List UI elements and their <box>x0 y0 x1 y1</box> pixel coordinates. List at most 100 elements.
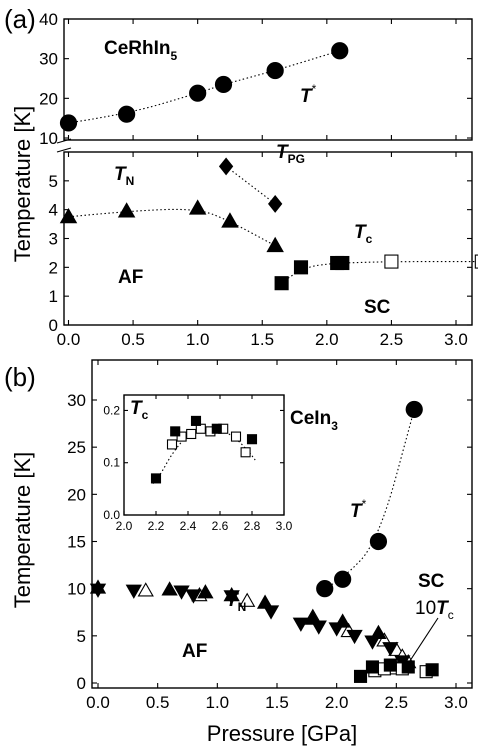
x-tick-label: 2.0 <box>315 330 339 349</box>
y-tick-label: 10 <box>67 580 86 599</box>
y-tick-label: 10 <box>39 129 58 148</box>
x-tick-label: 2.5 <box>385 693 409 712</box>
tn-up-point <box>223 586 240 602</box>
10tc-point <box>365 660 380 674</box>
tn-point <box>266 236 284 253</box>
panel-a: (a) Temperature [K] 0.0 0.5 1.0 1.5 2.0 2.5 3.… <box>4 4 478 349</box>
x-tick-label: 2.0 <box>325 693 349 712</box>
tn-down-point <box>346 629 363 645</box>
panel-b-af-label: AF <box>182 641 207 662</box>
panel-b-y-axis-label: Temperature [K] <box>10 452 35 609</box>
tn-open-point <box>239 592 256 607</box>
tc-open-point <box>474 254 478 269</box>
panel-a-axis-break <box>56 138 72 153</box>
panel-a-ticks: 0.0 0.5 1.0 1.5 2.0 2.5 3.0 0 1 2 3 4 5 10 20 30 40 <box>39 10 472 349</box>
panel-b-label: (b) <box>4 362 36 392</box>
tn-down-point <box>382 642 399 657</box>
tpg-guide-line <box>225 165 276 205</box>
inset-tc-point <box>150 473 162 484</box>
10tc-point <box>353 669 368 683</box>
tn-point <box>59 207 78 224</box>
y-tick-label: 3 <box>49 230 58 249</box>
tn-down-point <box>292 617 310 632</box>
tn-down-point <box>125 584 142 599</box>
inset-tc-point <box>246 434 258 445</box>
tstar-point <box>369 532 388 551</box>
x-tick-label: 1.5 <box>250 330 274 349</box>
panel-a-af-label: AF <box>118 267 143 288</box>
tn-up-point <box>197 584 214 599</box>
panel-a-tpg-label: TPG <box>276 142 305 166</box>
tn-up-point <box>370 624 387 639</box>
tc-point <box>274 276 289 291</box>
panel-a-tn-label: TN <box>114 164 134 188</box>
inset-x-tick-label: 2.2 <box>148 519 165 533</box>
panel-a-tc-label: Tc <box>354 222 373 246</box>
inset-tc-open-point <box>186 428 197 440</box>
tpg-point <box>268 194 283 213</box>
tc-guide-line <box>281 261 478 284</box>
inset-x-tick-label: 2.8 <box>244 519 261 533</box>
tn-guide-line <box>68 208 276 247</box>
inset-ticks: 2.0 2.2 2.4 2.6 2.8 3.0 0.0 0.1 0.2 <box>103 395 293 533</box>
tn-up-point <box>256 594 274 609</box>
x-tick-label: 1.0 <box>186 330 210 349</box>
10tc-point <box>383 658 397 672</box>
y-tick-label: 20 <box>39 89 58 108</box>
inset-tc-point <box>170 426 181 437</box>
tn-point <box>117 202 136 218</box>
panel-b-frame <box>91 359 473 689</box>
tn-point <box>221 212 239 228</box>
tstar-point <box>334 570 352 588</box>
inset-frame <box>123 394 285 516</box>
inset-tc-label: Tc <box>130 398 149 422</box>
x-axis-label: Pressure [GPa] <box>207 721 357 746</box>
y-tick-label: 0 <box>77 674 86 693</box>
panel-a-y-axis-label: Temperature [K] <box>10 106 35 263</box>
tn-down-point <box>173 585 190 600</box>
inset-tc-point <box>211 423 222 434</box>
tn-up-point <box>304 610 321 625</box>
panel-b-compound-label: CeIn3 <box>290 408 338 433</box>
tstar-point <box>266 61 284 80</box>
tstar-guide-line <box>324 409 415 590</box>
tstar-point <box>331 42 349 60</box>
x-tick-label: 0.0 <box>57 330 81 349</box>
panel-b-tstar-label: T* <box>350 497 367 522</box>
y-tick-label: 15 <box>67 533 86 552</box>
inset-tc-point <box>190 415 202 426</box>
tstar-point <box>118 105 136 123</box>
tn-up-point <box>89 579 107 594</box>
inset-y-tick-label: 0.0 <box>103 508 120 522</box>
x-tick-label: 0.5 <box>146 693 170 712</box>
y-tick-label: 30 <box>39 50 58 69</box>
inset-tc-open-point <box>166 439 178 450</box>
y-tick-label: 0 <box>49 316 58 335</box>
y-tick-label: 2 <box>49 258 58 277</box>
y-tick-label: 40 <box>39 10 58 29</box>
inset-x-tick-label: 2.6 <box>212 519 229 533</box>
inset-x-tick-label: 3.0 <box>276 519 293 533</box>
tstar-point <box>214 75 233 94</box>
inset-data-marks <box>150 415 258 484</box>
panel-b: (b) Temperature [K] 0.0 0.5 1.0 1.5 2.0 2.5 3.… <box>4 359 473 746</box>
panel-b-data-marks <box>89 400 439 683</box>
inset-guide-line <box>152 426 256 485</box>
x-tick-label: 0.0 <box>86 693 110 712</box>
tstar-point <box>59 114 78 132</box>
inset-tc-open-point <box>176 431 187 442</box>
panel-b-sc-label: SC <box>418 571 445 592</box>
panel-a-data-marks <box>59 42 478 291</box>
10tc-point <box>425 663 439 677</box>
y-tick-label: 25 <box>67 438 86 457</box>
panel-a-label: (a) <box>4 4 36 34</box>
y-tick-label: 4 <box>49 201 58 220</box>
tn-down-point <box>185 589 202 604</box>
inset-x-tick-label: 2.0 <box>116 519 133 533</box>
panel-b-inset: 2.0 2.2 2.4 2.6 2.8 3.0 0.0 0.1 0.2 Tc <box>103 394 293 533</box>
x-tick-label: 2.5 <box>380 330 404 349</box>
tn-up-point <box>161 581 178 596</box>
inset-x-tick-label: 2.4 <box>180 519 197 533</box>
inset-y-tick-label: 0.1 <box>103 456 120 470</box>
